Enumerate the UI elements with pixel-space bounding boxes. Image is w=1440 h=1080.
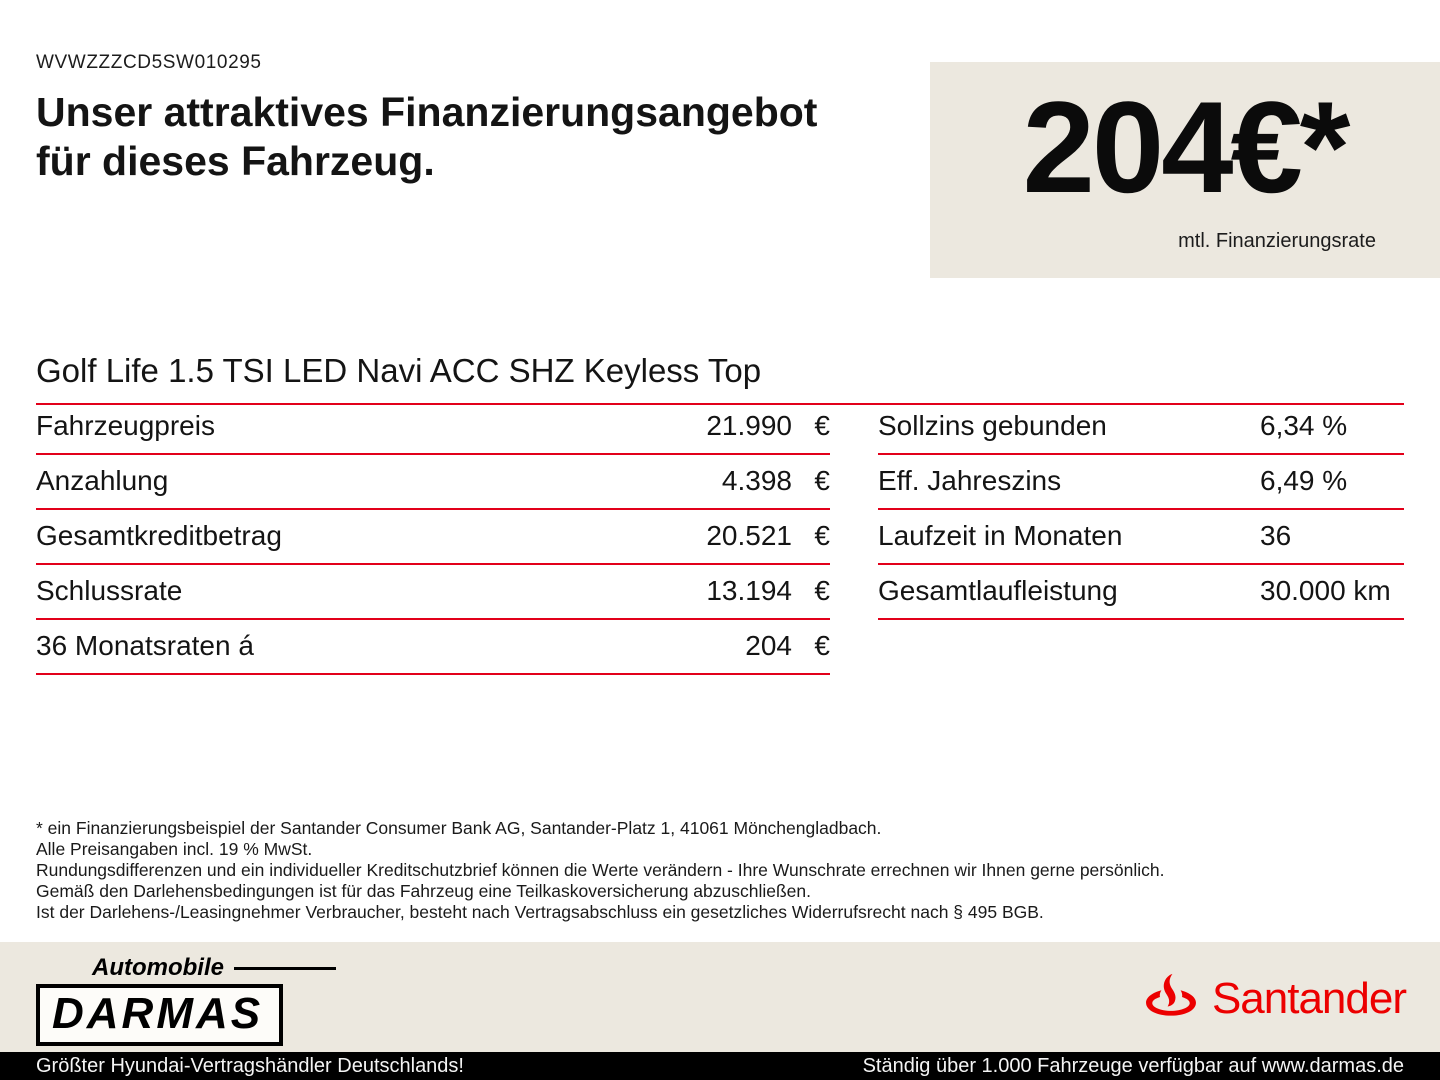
darmas-logo-script: Automobile	[92, 954, 336, 982]
table-row: Gesamtlaufleistung 30.000 km	[878, 565, 1404, 620]
row-label: Schlussrate	[36, 575, 183, 606]
row-label: Anzahlung	[36, 465, 169, 496]
bottom-bar: Größter Hyundai-Vertragshändler Deutschl…	[0, 1052, 1440, 1080]
page-title-line2: für dieses Fahrzeug.	[36, 138, 435, 184]
row-label: Eff. Jahreszins	[878, 465, 1062, 496]
row-value: 204	[745, 630, 792, 661]
bottom-bar-right-text: Ständig über 1.000 Fahrzeuge verfügbar a…	[862, 1054, 1404, 1077]
row-value: 21.990	[706, 410, 792, 441]
santander-flame-icon	[1142, 972, 1200, 1025]
row-label: Laufzeit in Monaten	[878, 520, 1123, 551]
vehicle-title: Golf Life 1.5 TSI LED Navi ACC SHZ Keyle…	[36, 352, 1404, 405]
monthly-rate-box: 204€* mtl. Finanzierungsrate	[930, 62, 1440, 278]
santander-wordmark: Santander	[1211, 973, 1407, 1023]
disclaimer-line: * ein Finanzierungsbeispiel der Santande…	[36, 818, 882, 838]
table-row: Gesamtkreditbetrag 20.521 €	[36, 510, 830, 565]
row-value: 20.521	[706, 520, 792, 551]
row-label: Gesamtlaufleistung	[878, 575, 1118, 606]
row-value: 30.000 km	[1260, 575, 1391, 606]
darmas-logo: Automobile DARMAS	[36, 954, 336, 1046]
row-value: 13.194	[706, 575, 792, 606]
disclaimer: * ein Finanzierungsbeispiel der Santande…	[36, 818, 1164, 923]
darmas-rule-line	[234, 966, 336, 970]
table-row: 36 Monatsraten á 204 €	[36, 620, 830, 675]
table-row: Anzahlung 4.398 €	[36, 455, 830, 510]
disclaimer-line: Alle Preisangaben incl. 19 % MwSt.	[36, 839, 313, 859]
row-unit: €	[814, 630, 830, 661]
table-row: Sollzins gebunden 6,34 %	[878, 400, 1404, 455]
row-value: 4.398	[721, 465, 792, 496]
finance-table-left-column: Fahrzeugpreis 21.990 € Anzahlung 4.398 €…	[36, 400, 830, 675]
row-label: Sollzins gebunden	[878, 410, 1107, 441]
row-unit: €	[814, 465, 830, 496]
bottom-bar-left-text: Größter Hyundai-Vertragshändler Deutschl…	[36, 1054, 464, 1077]
row-unit: €	[814, 575, 830, 606]
monthly-rate-value: 204€*	[1022, 74, 1351, 220]
table-row: Eff. Jahreszins 6,49 %	[878, 455, 1404, 510]
page-title-line1: Unser attraktives Finanzierungsangebot	[36, 89, 818, 135]
disclaimer-line: Gemäß den Darlehensbedingungen ist für d…	[36, 881, 811, 901]
disclaimer-line: Ist der Darlehens-/Leasingnehmer Verbrau…	[36, 902, 1044, 922]
row-label: Fahrzeugpreis	[36, 410, 215, 441]
row-unit: €	[814, 520, 830, 551]
row-value: 6,49 %	[1260, 465, 1348, 496]
darmas-automobile-text: Automobile	[92, 954, 224, 981]
table-row: Schlussrate 13.194 €	[36, 565, 830, 620]
vin-text: WVWZZZCD5SW010295	[36, 52, 262, 73]
row-value: 36	[1260, 520, 1292, 551]
page-title: Unser attraktives Finanzierungsangebot f…	[36, 88, 817, 186]
row-label: 36 Monatsraten á	[36, 630, 254, 661]
table-row: Fahrzeugpreis 21.990 €	[36, 400, 830, 455]
monthly-rate-label: mtl. Finanzierungsrate	[1178, 230, 1376, 252]
row-unit: €	[814, 410, 830, 441]
footer-band: Automobile DARMAS Santander	[0, 942, 1440, 1052]
table-row: Laufzeit in Monaten 36	[878, 510, 1404, 565]
darmas-wordmark: DARMAS	[36, 984, 284, 1046]
row-value: 6,34 %	[1260, 410, 1348, 441]
finance-table-right-column: Sollzins gebunden 6,34 % Eff. Jahreszins…	[878, 400, 1404, 675]
row-label: Gesamtkreditbetrag	[36, 520, 282, 551]
disclaimer-line: Rundungsdifferenzen und ein individuelle…	[36, 860, 1165, 880]
santander-logo: Santander	[1142, 972, 1407, 1025]
finance-table: Fahrzeugpreis 21.990 € Anzahlung 4.398 €…	[36, 400, 1404, 675]
